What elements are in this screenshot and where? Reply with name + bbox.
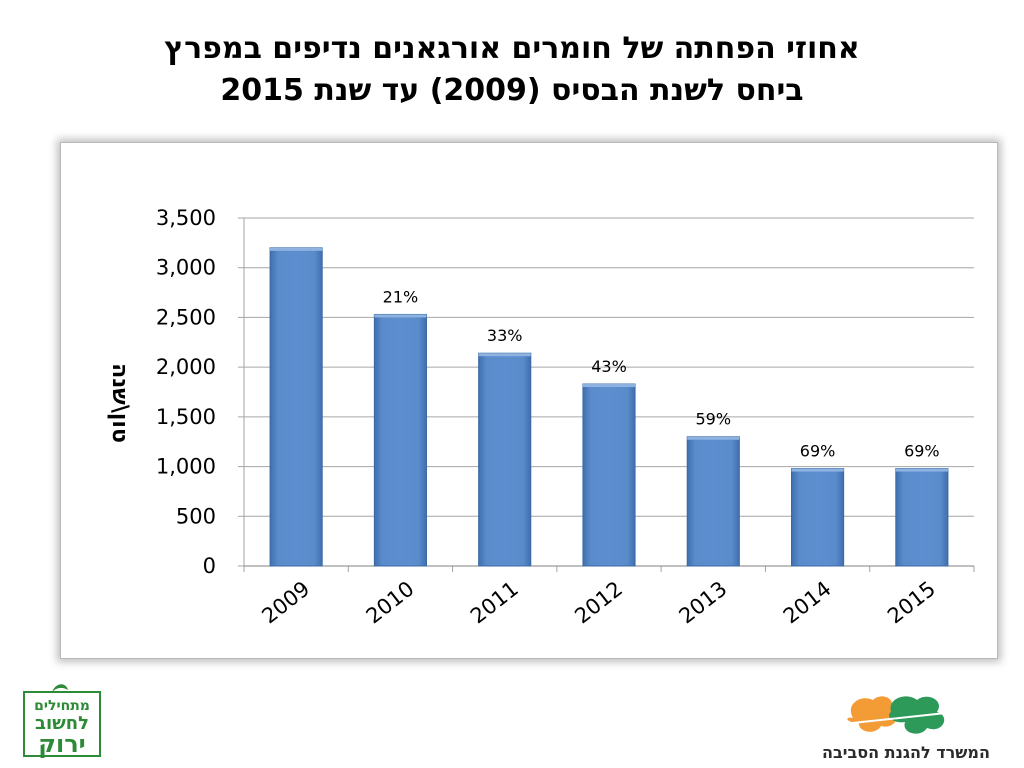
data-label-2012: 43%	[591, 357, 627, 376]
slide-title: אחוזי הפחתה של חומרים אורגאנים נדיפים במ…	[0, 28, 1024, 112]
data-label-2014: 69%	[800, 442, 836, 461]
ministry-name: המשרד להגנת הסביבה	[822, 743, 990, 762]
data-label-2015: 69%	[904, 442, 940, 461]
bar-2009	[269, 247, 323, 567]
chart-frame: 0 500 1,000 1,500 2,000 2,500 3,000 3,500 2009 21…	[60, 142, 998, 659]
bar-top-highlight	[270, 247, 323, 251]
think-green-logo: מתחילים לחשוב ירוק	[22, 680, 104, 758]
leaves-icon	[842, 696, 956, 734]
bar-top-highlight	[895, 468, 948, 472]
svg-text:מתחילים: מתחילים	[34, 698, 90, 714]
x-tick-label-2011: 2011	[466, 577, 523, 629]
svg-text:לחשוב: לחשוב	[35, 713, 89, 734]
x-tick-label-2010: 2010	[362, 577, 419, 629]
bar-2014	[791, 468, 845, 567]
ministry-logo: המשרד להגנת הסביבה	[795, 690, 1017, 762]
bar-2015	[895, 468, 949, 567]
x-tick-label-2013: 2013	[675, 577, 732, 629]
x-tick-label-2014: 2014	[779, 577, 836, 629]
bar-top-highlight	[687, 436, 740, 440]
bar-top-highlight	[791, 468, 844, 472]
y-tick-label: 2,500	[156, 305, 216, 329]
bar-2012	[582, 383, 636, 567]
y-tick-label: 1,500	[156, 405, 216, 429]
data-label-2010: 21%	[383, 287, 419, 306]
bar-top-highlight	[582, 384, 636, 388]
y-tick-label: 3,000	[156, 256, 216, 280]
x-tick-label-2012: 2012	[570, 577, 627, 629]
y-tick-label: 3,500	[156, 206, 216, 230]
y-tick-label: 1,000	[156, 455, 216, 479]
data-label-2013: 59%	[696, 410, 732, 429]
bar-top-highlight	[374, 314, 427, 318]
y-tick-label: 0	[203, 554, 216, 578]
title-line-1: אחוזי הפחתה של חומרים אורגאנים נדיפים במ…	[164, 31, 860, 66]
svg-text:ירוק: ירוק	[38, 730, 85, 758]
bar-2011	[478, 352, 532, 567]
title-line-2: ביחס לשנת הבסיס (2009) עד שנת 2015	[220, 73, 804, 108]
y-axis-label: טון\שנה	[107, 363, 132, 443]
bar-top-highlight	[478, 353, 531, 357]
x-tick-label-2015: 2015	[883, 577, 940, 629]
bar-2013	[686, 436, 740, 567]
y-tick-label: 500	[176, 504, 216, 528]
x-tick-label-2009: 2009	[257, 577, 314, 629]
data-label-2011: 33%	[487, 326, 523, 345]
bar-2010	[373, 313, 428, 567]
y-tick-label: 2,000	[156, 355, 216, 379]
bar-chart: 0 500 1,000 1,500 2,000 2,500 3,000 3,500 2009 21…	[107, 206, 975, 629]
